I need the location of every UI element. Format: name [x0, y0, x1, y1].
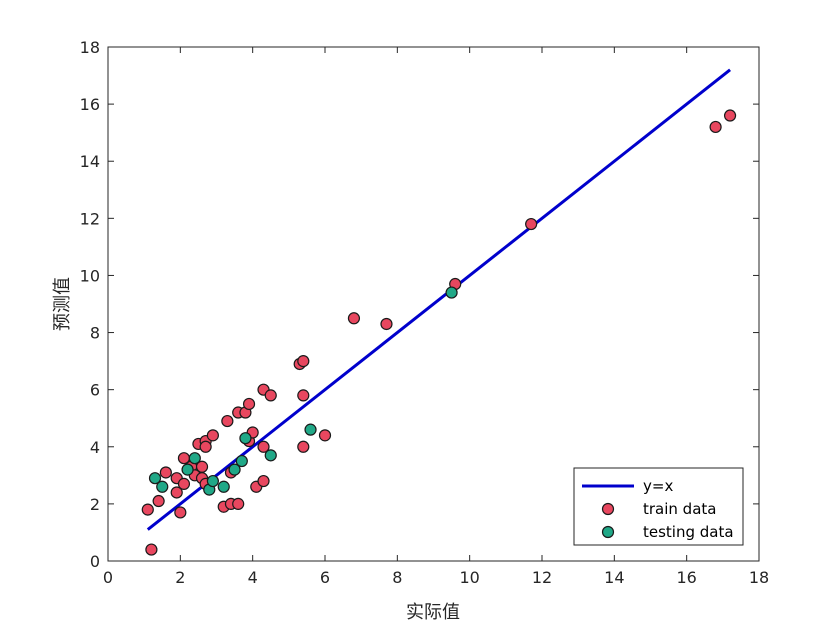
- train-point: [709, 120, 722, 134]
- train-point: [242, 397, 256, 411]
- testing-point: [228, 463, 241, 476]
- y-tick-label: 14: [80, 152, 100, 171]
- x-tick-label: 6: [320, 568, 330, 587]
- x-tick-label: 2: [175, 568, 185, 587]
- data-points: [141, 109, 737, 556]
- testing-point: [235, 454, 248, 468]
- train-point: [177, 477, 191, 490]
- train-point: [318, 429, 332, 442]
- train-point: [170, 486, 183, 499]
- train-point: [152, 494, 165, 508]
- y-tick-label: 16: [80, 95, 100, 114]
- train-point: [297, 440, 310, 453]
- train-point: [159, 466, 172, 479]
- legend-marker-swatch: [601, 502, 615, 516]
- testing-point: [239, 432, 252, 445]
- train-point: [232, 497, 245, 510]
- train-point: [221, 414, 234, 428]
- testing-point: [264, 449, 277, 462]
- testing-point: [156, 480, 169, 493]
- y-axis-label: 预测值: [52, 277, 73, 331]
- x-tick-label: 10: [459, 568, 479, 587]
- train-point: [141, 503, 154, 516]
- y-tick-label: 10: [80, 266, 100, 285]
- x-tick-label: 12: [532, 568, 552, 587]
- train-point: [199, 440, 212, 453]
- trend-line: [146, 68, 731, 531]
- y-tick-label: 0: [90, 552, 100, 571]
- legend-label-line: y=x: [643, 477, 673, 495]
- y-tick-label: 18: [80, 38, 100, 57]
- testing-point: [206, 474, 219, 488]
- y-tick-label: 8: [90, 324, 100, 343]
- plot-frame: [107, 46, 760, 562]
- x-tick-label: 16: [676, 568, 696, 587]
- y-tick-label: 12: [80, 209, 100, 228]
- testing-point: [188, 452, 201, 465]
- legend: y=x train data testing data: [573, 467, 744, 546]
- train-point: [347, 312, 361, 325]
- train-point: [380, 317, 393, 331]
- testing-point: [181, 463, 194, 476]
- x-tick-label: 18: [749, 568, 769, 587]
- legend-marker-swatch: [601, 525, 615, 539]
- testing-point: [445, 286, 458, 299]
- x-tick-label: 0: [103, 568, 113, 587]
- testing-point: [217, 480, 230, 493]
- train-point: [264, 389, 277, 402]
- trend-line-group: [146, 68, 731, 531]
- x-tick-label: 4: [248, 568, 258, 587]
- testing-point: [148, 472, 162, 485]
- legend-label-series: testing data: [643, 523, 734, 541]
- x-axis-label: 实际值: [406, 602, 460, 623]
- train-point: [257, 474, 270, 488]
- x-tick-label: 14: [604, 568, 624, 587]
- train-point: [525, 217, 538, 231]
- train-point: [723, 109, 737, 122]
- y-tick-label: 6: [90, 381, 100, 400]
- train-point: [206, 429, 219, 442]
- train-point: [145, 543, 158, 556]
- y-tick-label: 2: [90, 495, 100, 514]
- testing-point: [304, 423, 317, 436]
- train-point: [257, 440, 270, 453]
- tick-labels: 0 2 4 6 8 10 12 14 16 18 0 2 4 6 8 10 12 14 16 18: [80, 38, 770, 587]
- x-tick-label: 8: [392, 568, 402, 587]
- legend-label-series: train data: [643, 500, 716, 518]
- train-point: [297, 389, 310, 402]
- y-tick-label: 4: [90, 438, 100, 457]
- train-point: [297, 355, 310, 368]
- train-point: [174, 506, 187, 519]
